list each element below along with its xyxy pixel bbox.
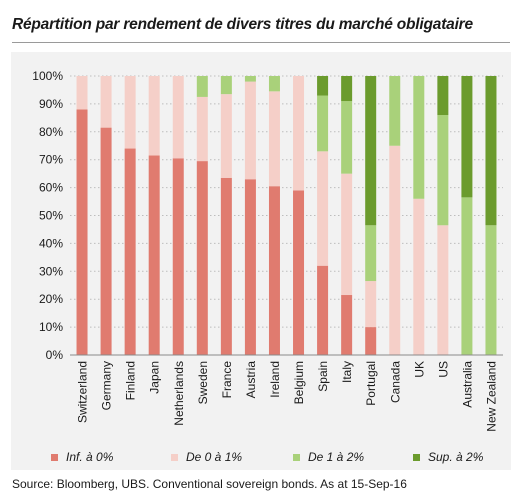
x-tick-label: Switzerland: [76, 361, 90, 423]
legend-label: Inf. à 0%: [66, 450, 114, 464]
legend-swatch: [293, 453, 300, 461]
bar-segment-3: [461, 197, 473, 355]
chart-legend: Inf. à 0% De 0 à 1% De 1 à 2% Sup. à 2%: [11, 444, 511, 470]
chart-title: Répartition par rendement de divers titr…: [12, 16, 473, 33]
bar-segment-4: [317, 76, 329, 96]
legend-swatch: [171, 453, 178, 461]
bar-segment-2: [148, 76, 160, 156]
bar-segment-3: [365, 225, 377, 282]
legend-swatch: [413, 453, 420, 461]
x-tick-label: Japan: [148, 361, 162, 394]
bar-segment-2: [341, 173, 353, 296]
bar-segment-2: [196, 96, 208, 162]
x-tick-label: Sweden: [196, 361, 210, 404]
bar-segment-1: [317, 265, 329, 355]
bar-segment-3: [389, 76, 401, 146]
bar-segment-2: [244, 81, 256, 180]
bar-segment-3: [437, 115, 449, 226]
bar-segment-1: [196, 161, 208, 355]
x-tick-label: Finland: [124, 361, 138, 400]
y-tick-label: 0%: [46, 348, 64, 362]
bar-segment-1: [365, 327, 377, 355]
bar-segment-2: [437, 225, 449, 355]
bar-segment-3: [196, 76, 208, 97]
legend-swatch: [51, 453, 58, 461]
bar-segment-2: [124, 76, 136, 149]
x-tick-label: US: [436, 361, 450, 378]
bar-segment-1: [293, 190, 305, 355]
bar-segment-1: [268, 186, 280, 355]
bar-segment-1: [76, 109, 88, 355]
bar-segment-2: [365, 281, 377, 328]
y-tick-label: 50%: [39, 209, 63, 223]
bar-segment-1: [100, 127, 112, 356]
legend-item: Sup. à 2%: [413, 448, 483, 466]
legend-label: De 1 à 2%: [308, 450, 365, 464]
bar-segment-3: [341, 101, 353, 174]
y-tick-label: 70%: [39, 153, 63, 167]
x-tick-label: Belgium: [292, 361, 306, 404]
legend-item: De 1 à 2%: [293, 448, 364, 466]
bar-segment-3: [413, 76, 425, 199]
bar-segment-4: [437, 76, 449, 116]
bar-segment-2: [76, 76, 88, 110]
y-tick-label: 100%: [32, 69, 63, 83]
legend-label: De 0 à 1%: [186, 450, 243, 464]
bar-segment-2: [317, 151, 329, 266]
y-tick-label: 20%: [39, 292, 63, 306]
bar-segment-2: [389, 145, 401, 355]
x-tick-label: New Zealand: [484, 361, 498, 432]
x-tick-label: UK: [412, 361, 426, 378]
y-tick-label: 30%: [39, 264, 63, 278]
x-tick-label: Portugal: [364, 361, 378, 406]
x-tick-label: Netherlands: [172, 361, 186, 426]
x-tick-label: Spain: [316, 361, 330, 392]
legend-item: Inf. à 0%: [51, 448, 113, 466]
y-tick-label: 10%: [39, 320, 63, 334]
bar-segment-3: [268, 76, 280, 92]
bar-segment-1: [172, 158, 184, 355]
source-note: Source: Bloomberg, UBS. Conventional sov…: [12, 477, 407, 491]
x-tick-label: Canada: [388, 361, 402, 403]
bar-segment-3: [317, 95, 329, 152]
bar-segment-2: [268, 91, 280, 187]
bar-segment-3: [244, 76, 256, 82]
y-tick-label: 80%: [39, 125, 63, 139]
bar-segment-3: [220, 76, 232, 95]
bar-segment-2: [100, 76, 112, 128]
bar-segment-4: [341, 76, 353, 102]
x-tick-label: Austria: [244, 361, 258, 399]
bar-segment-1: [244, 179, 256, 355]
y-tick-label: 40%: [39, 236, 63, 250]
bar-segment-2: [413, 198, 425, 355]
bar-segment-3: [485, 225, 497, 355]
x-tick-label: Australia: [460, 361, 474, 408]
bar-segment-1: [148, 155, 160, 355]
x-tick-label: Italy: [340, 361, 354, 383]
bar-segment-1: [220, 177, 232, 355]
bar-segment-2: [293, 76, 305, 191]
legend-label: Sup. à 2%: [428, 450, 484, 464]
x-tick-label: France: [220, 361, 234, 399]
chart-background: [11, 52, 511, 470]
y-tick-label: 90%: [39, 97, 63, 111]
bar-segment-1: [124, 148, 136, 355]
legend-item: De 0 à 1%: [171, 448, 242, 466]
stacked-bar-chart: 0% 10% 20% 30% 40% 50% 60% 70% 80% 90% 100% Switzer…: [32, 69, 503, 432]
x-tick-label: Germany: [100, 361, 114, 410]
bar-segment-2: [220, 94, 232, 178]
bar-segment-2: [172, 76, 184, 159]
x-tick-label: Ireland: [268, 361, 282, 398]
bar-segment-1: [341, 295, 353, 355]
bar-segment-4: [365, 76, 377, 226]
y-tick-label: 60%: [39, 181, 63, 195]
title-divider: [12, 42, 510, 43]
bar-segment-4: [461, 76, 473, 198]
bar-segment-4: [485, 76, 497, 226]
